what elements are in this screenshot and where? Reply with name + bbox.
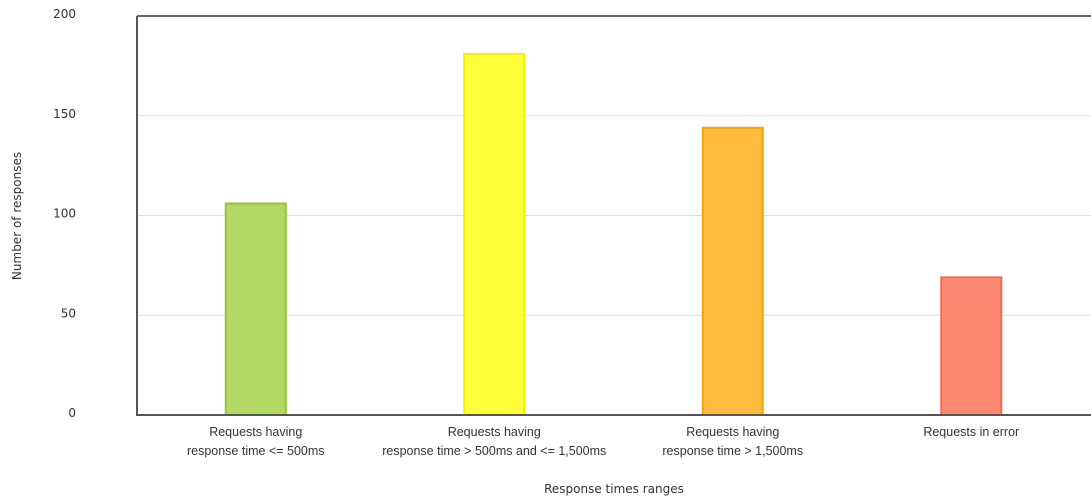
y-tick-label: 0 [68, 406, 76, 420]
bar [463, 52, 526, 416]
x-category-labels: Requests having response time <= 500ms Req… [187, 425, 1019, 458]
y-tick-label: 50 [61, 306, 76, 320]
x-tick-label: Requests having [448, 425, 541, 439]
x-tick-label: Requests in error [923, 425, 1019, 439]
x-tick-label: Requests having [686, 425, 779, 439]
axes [136, 15, 1091, 416]
x-tick-label: Requests having [209, 425, 302, 439]
x-tick-label: response time <= 500ms [187, 444, 325, 458]
y-tick-label: 200 [53, 7, 76, 21]
y-tick-labels: 0 50 100 150 200 [53, 7, 76, 420]
x-tick-label: response time > 500ms and <= 1,500ms [382, 444, 606, 458]
y-axis-title: Number of responses [10, 152, 24, 280]
bar [701, 126, 764, 416]
x-tick-label: response time > 1,500ms [662, 444, 803, 458]
bars [224, 52, 1003, 416]
y-tick-label: 150 [53, 107, 76, 121]
grid-lines [137, 115, 1091, 316]
x-axis-title: Response times ranges [544, 482, 684, 496]
bar [940, 276, 1003, 416]
y-tick-label: 100 [53, 207, 76, 221]
bar [224, 202, 287, 416]
